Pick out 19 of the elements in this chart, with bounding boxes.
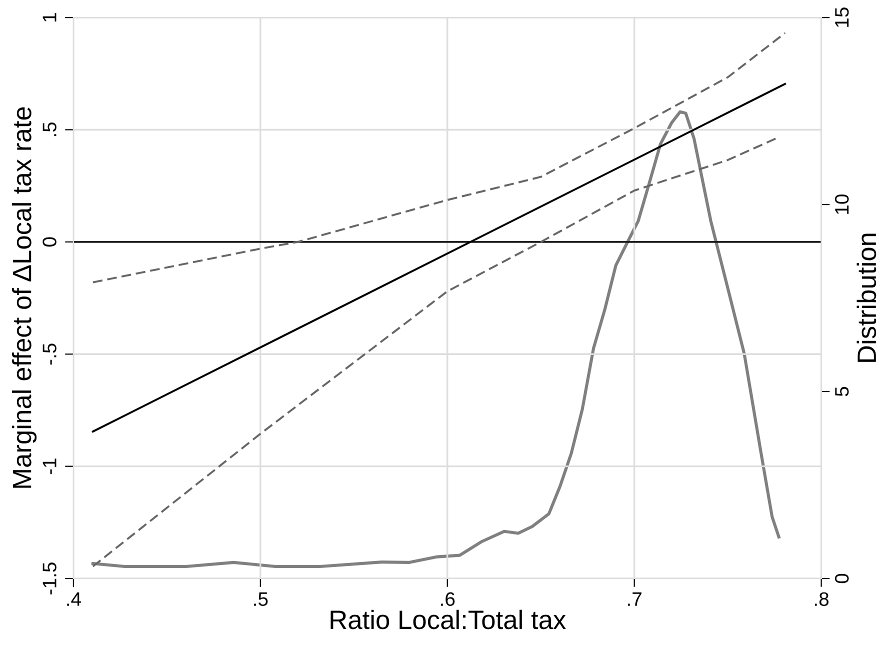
y-tick-label: .5: [42, 122, 56, 136]
x-tick-label: .5: [254, 592, 268, 606]
y-tick-label: -1: [42, 458, 56, 474]
y-tick-label: -1.5: [42, 562, 56, 594]
y2-tick-label: 10: [834, 194, 849, 214]
y2-axis-title: Distribution: [856, 234, 876, 362]
y2-tick-label: 15: [835, 8, 849, 27]
y2-tick-label: 0: [834, 574, 849, 584]
line-series: [92, 32, 786, 284]
y-axis-title: Marginal effect of ΔLocal tax rate: [12, 107, 37, 488]
y2-tick-label: 5: [835, 386, 849, 396]
y-tick-label: 1: [42, 13, 56, 22]
x-tick-label: .7: [628, 592, 642, 606]
x-axis-title: Ratio Local:Total tax: [330, 610, 566, 630]
x-tick-label: .6: [441, 592, 455, 606]
x-tick-label: .4: [67, 592, 81, 606]
y-tick-label: 0: [42, 237, 56, 247]
x-tick-label: .8: [814, 592, 829, 606]
y-tick-label: -.5: [42, 344, 56, 365]
